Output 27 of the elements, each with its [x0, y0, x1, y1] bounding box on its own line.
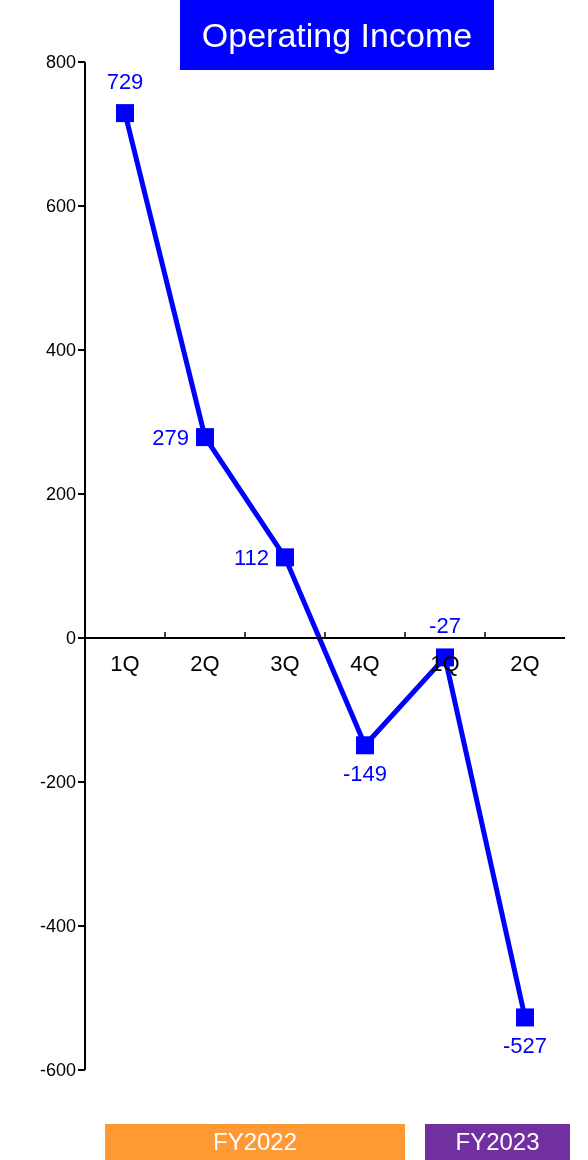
- y-tick-label: -200: [39, 772, 76, 793]
- data-label: -527: [502, 1033, 548, 1059]
- y-tick-label: 600: [45, 196, 76, 217]
- data-label: 112: [233, 545, 269, 571]
- point: [356, 736, 374, 755]
- data-label: -27: [429, 613, 461, 639]
- x-tick-label: 2Q: [190, 651, 220, 676]
- data-label: 279: [152, 425, 189, 451]
- period-label: FY2023: [425, 1124, 570, 1160]
- point: [196, 428, 214, 447]
- data-label: 729: [106, 69, 144, 95]
- x-tick-label: 4Q: [350, 651, 380, 676]
- y-tick-label: -600: [39, 1060, 76, 1081]
- chart-title: Operating Income: [180, 0, 494, 70]
- point: [116, 104, 134, 123]
- x-tick-label: 2Q: [510, 651, 540, 676]
- point: [276, 548, 294, 567]
- y-tick-label: -400: [39, 916, 76, 937]
- y-tick-label: 400: [45, 340, 76, 361]
- y-tick-label: 800: [45, 52, 76, 73]
- point: [516, 1008, 534, 1027]
- y-tick-label: 200: [45, 484, 76, 505]
- period-label: FY2022: [105, 1124, 405, 1160]
- x-tick-label: 1Q: [110, 651, 140, 676]
- data-label: -149: [342, 761, 388, 787]
- x-tick-label: 3Q: [270, 651, 300, 676]
- y-tick-label: 0: [65, 628, 76, 649]
